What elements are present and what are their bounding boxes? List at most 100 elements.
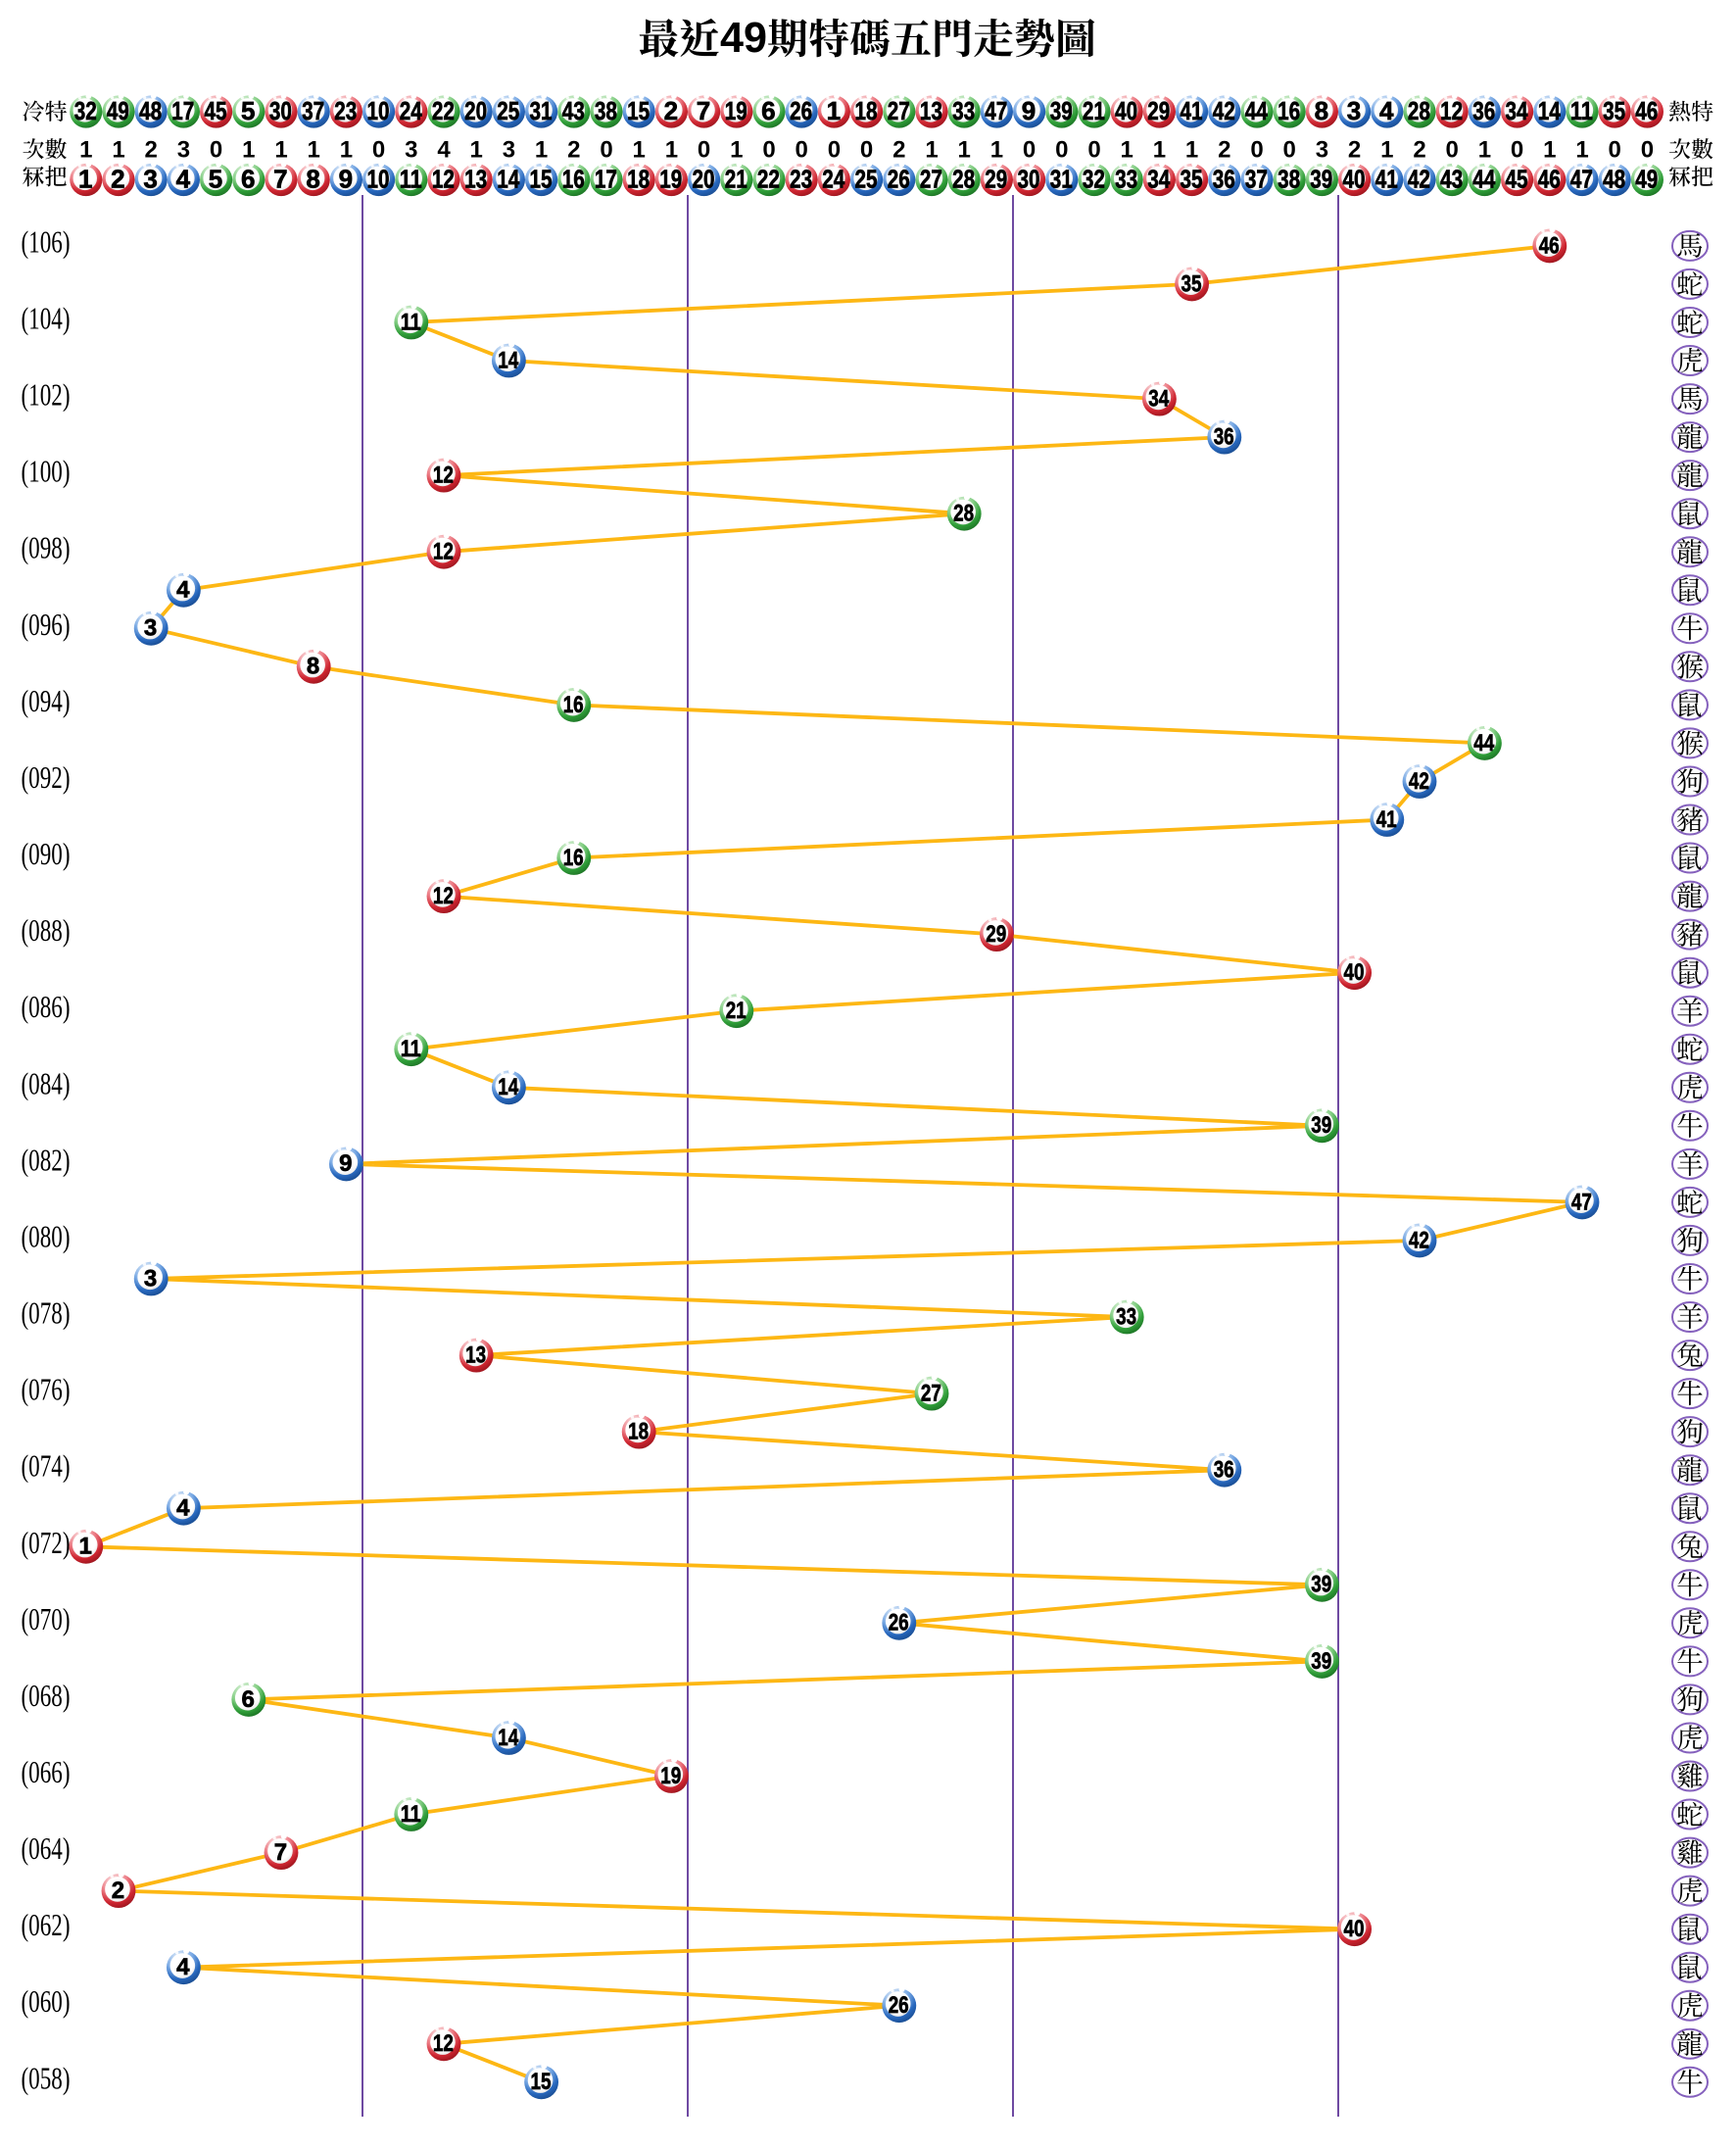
svg-text:34: 34 [1506,96,1528,125]
svg-text:26: 26 [889,1992,909,2019]
svg-text:3: 3 [405,137,417,164]
svg-text:13: 13 [920,96,942,125]
svg-text:1: 1 [1380,137,1393,164]
svg-text:35: 35 [1181,270,1202,297]
svg-text:24: 24 [822,165,844,194]
svg-text:43: 43 [1440,165,1463,194]
svg-text:4: 4 [176,577,190,604]
svg-text:12: 12 [433,463,454,489]
svg-text:40: 40 [1344,959,1365,986]
svg-text:15: 15 [530,165,553,194]
svg-text:2: 2 [112,1878,124,1904]
svg-text:7: 7 [273,165,287,194]
svg-text:9: 9 [1022,96,1036,125]
svg-text:6: 6 [761,96,775,125]
svg-text:(068): (068) [22,1678,71,1713]
svg-text:4: 4 [1379,96,1394,125]
svg-text:42: 42 [1409,1227,1429,1253]
svg-text:36: 36 [1472,96,1495,125]
svg-text:44: 44 [1245,96,1268,125]
svg-text:4: 4 [176,165,191,194]
svg-text:7: 7 [274,1839,287,1866]
svg-text:(062): (062) [22,1907,71,1942]
svg-text:(092): (092) [22,759,71,795]
svg-text:9: 9 [339,165,353,194]
svg-text:1: 1 [1185,137,1198,164]
svg-text:(074): (074) [22,1448,71,1484]
svg-text:36: 36 [1213,165,1235,194]
svg-text:45: 45 [1506,165,1528,194]
svg-text:20: 20 [464,96,487,125]
svg-text:22: 22 [757,165,780,194]
svg-text:40: 40 [1115,96,1137,125]
svg-text:47: 47 [985,96,1007,125]
svg-text:13: 13 [465,1342,486,1368]
svg-text:29: 29 [1147,96,1170,125]
svg-text:26: 26 [889,1610,909,1636]
svg-text:12: 12 [1440,96,1463,125]
svg-text:38: 38 [1278,165,1300,194]
svg-text:10: 10 [367,96,390,125]
svg-text:8: 8 [307,654,319,680]
svg-text:3: 3 [143,165,157,194]
svg-text:4: 4 [176,1495,190,1522]
svg-text:(104): (104) [22,301,71,336]
svg-text:31: 31 [530,96,553,125]
svg-text:46: 46 [1539,232,1560,259]
svg-text:0: 0 [1250,137,1263,164]
svg-text:29: 29 [985,165,1007,194]
svg-text:40: 40 [1344,1916,1365,1942]
svg-text:47: 47 [1571,1189,1592,1215]
svg-text:44: 44 [1473,730,1495,756]
svg-text:(076): (076) [22,1372,71,1407]
svg-text:0: 0 [1511,137,1523,164]
svg-text:27: 27 [921,1381,941,1407]
svg-text:43: 43 [562,96,585,125]
svg-text:(100): (100) [22,454,71,489]
svg-text:1: 1 [79,137,92,164]
svg-text:30: 30 [1018,165,1040,194]
svg-text:16: 16 [562,165,585,194]
svg-text:1: 1 [1478,137,1491,164]
svg-text:3: 3 [144,1265,157,1292]
svg-text:1: 1 [242,137,255,164]
svg-text:19: 19 [659,165,682,194]
svg-text:11: 11 [401,309,421,335]
svg-text:1: 1 [340,137,353,164]
svg-text:(072): (072) [22,1525,71,1560]
svg-text:(066): (066) [22,1754,71,1789]
svg-text:33: 33 [952,96,975,125]
svg-text:23: 23 [334,96,357,125]
svg-text:44: 44 [1472,165,1495,194]
svg-text:28: 28 [1408,96,1430,125]
svg-text:39: 39 [1311,1112,1331,1139]
svg-text:(058): (058) [22,2060,71,2095]
svg-text:27: 27 [920,165,942,194]
svg-text:1: 1 [1543,137,1556,164]
svg-text:41: 41 [1376,806,1397,833]
svg-text:32: 32 [74,96,97,125]
svg-text:25: 25 [497,96,519,125]
svg-text:41: 41 [1375,165,1398,194]
svg-text:0: 0 [762,137,775,164]
svg-text:3: 3 [144,615,157,642]
svg-text:14: 14 [498,1725,519,1751]
svg-text:(106): (106) [22,223,71,259]
svg-text:16: 16 [1278,96,1300,125]
svg-text:39: 39 [1311,1572,1331,1598]
svg-text:1: 1 [112,137,124,164]
svg-text:42: 42 [1213,96,1235,125]
svg-text:(102): (102) [22,377,71,413]
svg-text:(080): (080) [22,1218,71,1253]
svg-text:3: 3 [177,137,190,164]
svg-text:11: 11 [401,1036,421,1062]
svg-text:0: 0 [828,137,841,164]
svg-text:11: 11 [401,1801,421,1828]
svg-text:35: 35 [1181,165,1203,194]
svg-text:0: 0 [860,137,873,164]
svg-text:0: 0 [1023,137,1036,164]
svg-text:1: 1 [827,96,841,125]
svg-text:28: 28 [952,165,975,194]
svg-text:3: 3 [503,137,515,164]
svg-text:48: 48 [139,96,162,125]
